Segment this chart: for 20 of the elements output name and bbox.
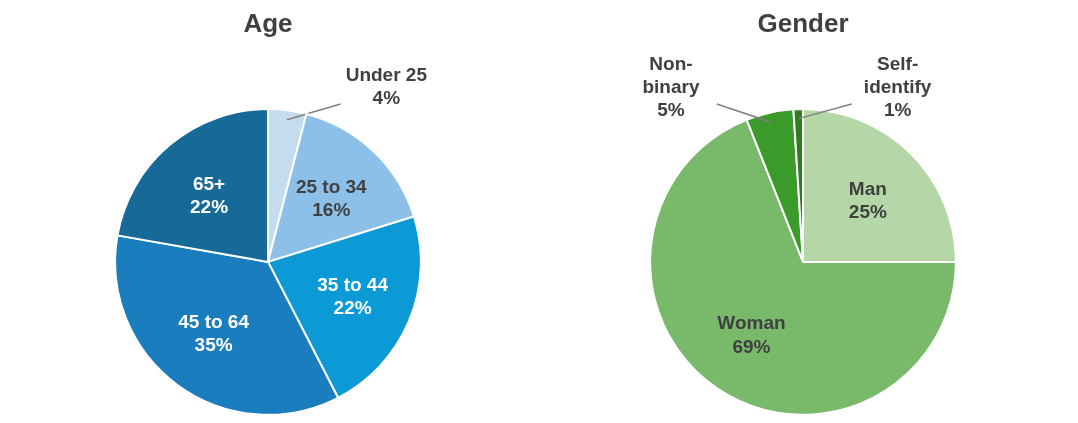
- slice-label: Woman: [717, 312, 786, 334]
- data-label: 1%: [883, 98, 912, 120]
- data-label: 69%: [732, 335, 771, 357]
- chart-title: Age: [243, 7, 293, 38]
- chart-title: Gender: [757, 7, 849, 38]
- data-label: 16%: [312, 199, 351, 221]
- data-label: 22%: [333, 296, 372, 318]
- slice-label: 35 to 44: [317, 273, 389, 295]
- data-label: 35%: [194, 333, 233, 355]
- slice-label: Non-binary: [642, 52, 700, 97]
- data-label: 25%: [848, 200, 887, 222]
- data-label: 4%: [372, 87, 401, 109]
- slice-label: 65+: [192, 172, 226, 194]
- slice-label: Self-identify: [863, 52, 932, 97]
- slice-label: Under 25: [345, 64, 428, 86]
- data-label: 5%: [657, 98, 685, 120]
- slice-label: Man: [848, 177, 887, 199]
- slice-label: 25 to 34: [295, 176, 368, 198]
- slice-label: 45 to 64: [178, 310, 250, 332]
- data-label: 22%: [190, 195, 229, 217]
